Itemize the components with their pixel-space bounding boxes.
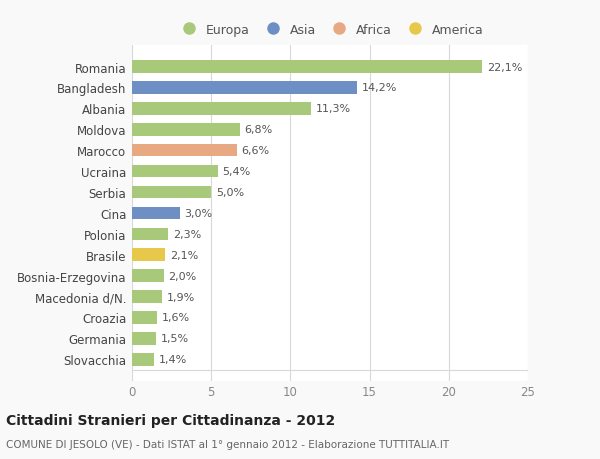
- Bar: [132, 332, 156, 345]
- Text: 2,0%: 2,0%: [169, 271, 197, 281]
- Text: 1,5%: 1,5%: [161, 334, 188, 344]
- Bar: [132, 353, 154, 366]
- Text: 2,3%: 2,3%: [173, 230, 202, 239]
- Bar: [132, 312, 157, 324]
- Text: 22,1%: 22,1%: [487, 62, 522, 73]
- Bar: [132, 61, 482, 73]
- Text: 5,0%: 5,0%: [216, 188, 244, 197]
- Bar: [132, 82, 357, 95]
- Bar: [132, 270, 164, 282]
- Text: 14,2%: 14,2%: [362, 83, 397, 93]
- Text: 1,9%: 1,9%: [167, 292, 195, 302]
- Bar: [132, 103, 311, 115]
- Text: COMUNE DI JESOLO (VE) - Dati ISTAT al 1° gennaio 2012 - Elaborazione TUTTITALIA.: COMUNE DI JESOLO (VE) - Dati ISTAT al 1°…: [6, 440, 449, 449]
- Legend: Europa, Asia, Africa, America: Europa, Asia, Africa, America: [171, 19, 489, 42]
- Bar: [132, 291, 162, 303]
- Text: 5,4%: 5,4%: [222, 167, 251, 177]
- Text: 11,3%: 11,3%: [316, 104, 351, 114]
- Text: Cittadini Stranieri per Cittadinanza - 2012: Cittadini Stranieri per Cittadinanza - 2…: [6, 414, 335, 428]
- Bar: [132, 186, 211, 199]
- Text: 6,8%: 6,8%: [244, 125, 273, 135]
- Text: 6,6%: 6,6%: [241, 146, 269, 156]
- Bar: [132, 249, 165, 262]
- Text: 2,1%: 2,1%: [170, 250, 198, 260]
- Bar: [132, 145, 236, 157]
- Bar: [132, 207, 179, 220]
- Text: 1,6%: 1,6%: [162, 313, 190, 323]
- Bar: [132, 124, 240, 136]
- Text: 3,0%: 3,0%: [184, 208, 212, 218]
- Bar: [132, 228, 169, 241]
- Bar: [132, 165, 218, 178]
- Text: 1,4%: 1,4%: [159, 354, 187, 364]
